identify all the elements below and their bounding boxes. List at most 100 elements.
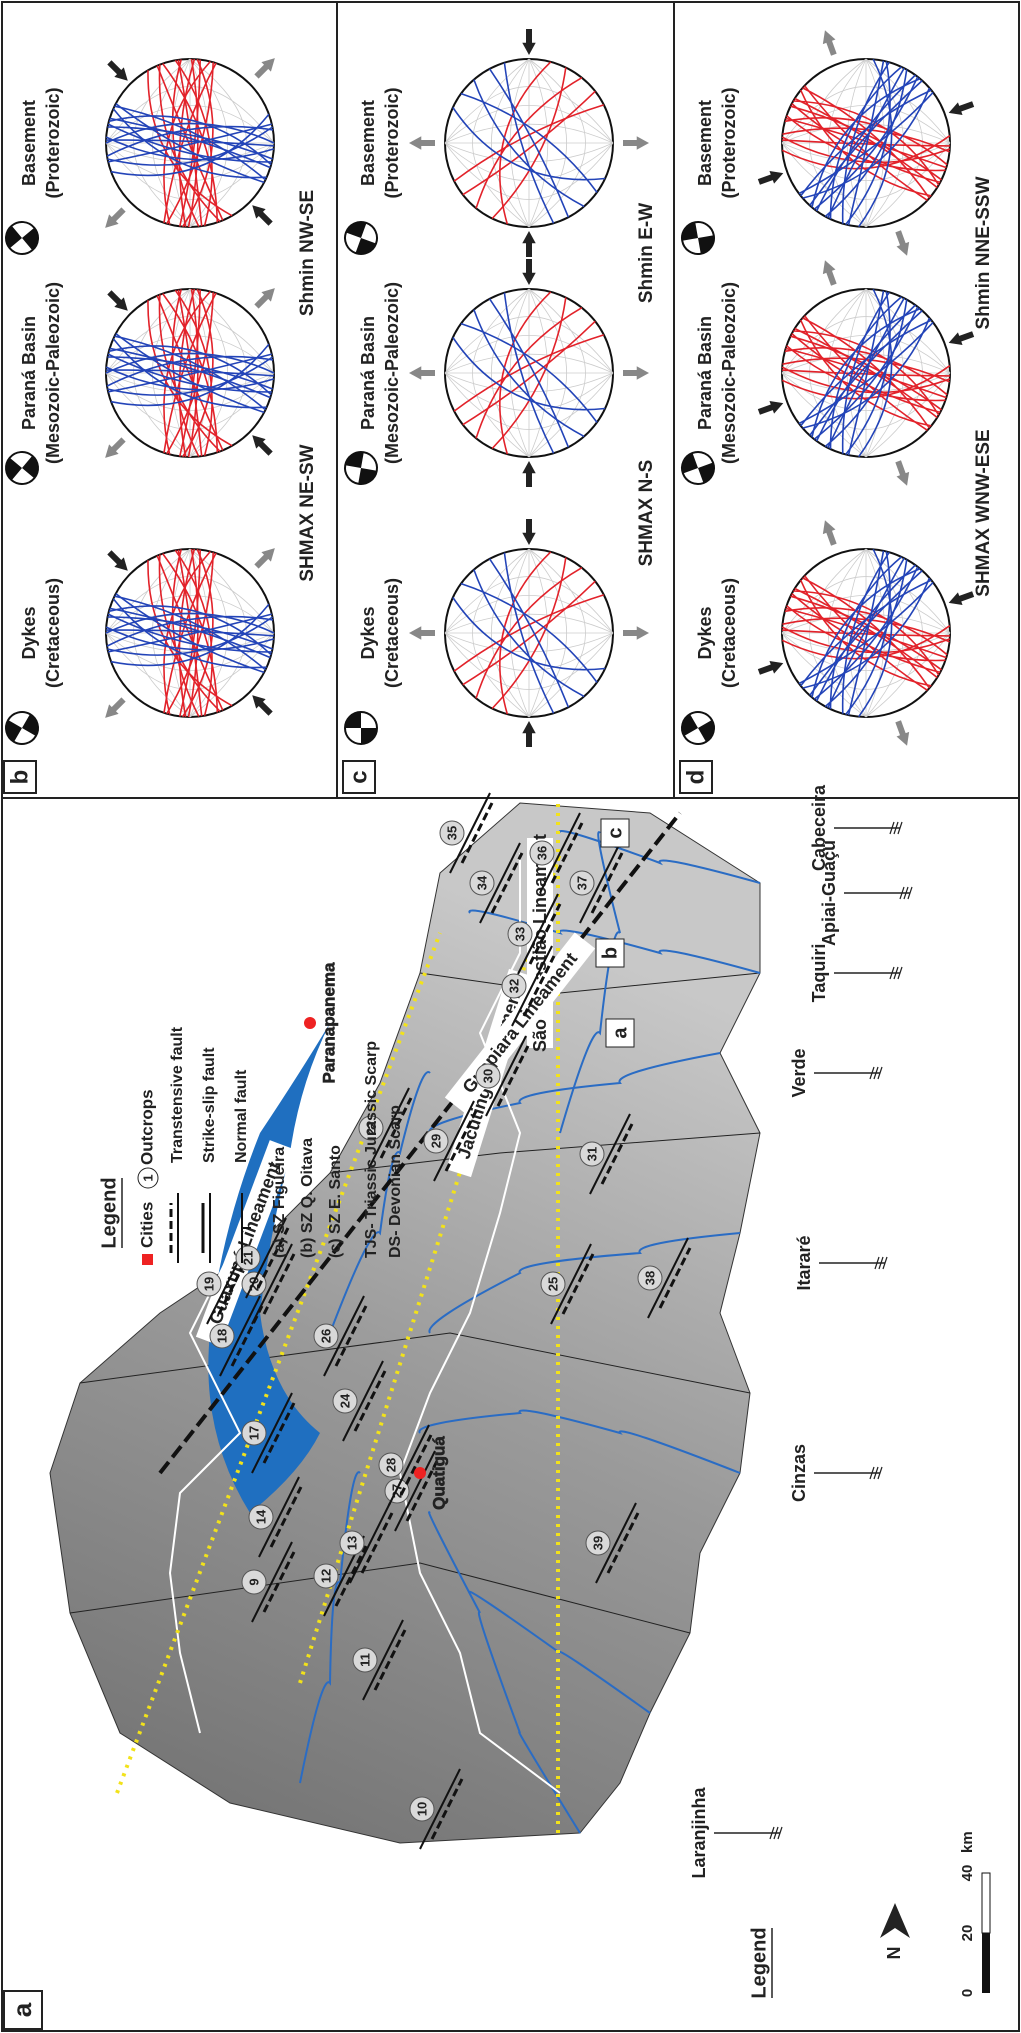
beach-ball [0, 215, 45, 260]
outcrop-number: 39 [590, 1536, 605, 1550]
outcrop-number: 19 [201, 1277, 216, 1291]
river-label: Itararé [794, 1235, 814, 1290]
river-label: Taquiri [809, 944, 829, 1003]
outcrop-number: 28 [383, 1458, 398, 1472]
legend-label: DS- Devonian Scarp [387, 1105, 404, 1258]
city-label: Paranapanema [319, 962, 338, 1083]
scale-bar [982, 1933, 990, 1993]
stress-arrowhead [522, 273, 535, 285]
shmin-label: Shmin NW-SE [297, 190, 318, 316]
outcrop-number: 17 [246, 1426, 261, 1440]
legend-title: Legend [748, 1927, 770, 1998]
outcrop-number: 11 [357, 1653, 372, 1667]
shmin-label: Shmin NNE-SSW [973, 176, 994, 329]
scale-label: 40 [959, 1865, 976, 1882]
column-header: (Cretaceous) [719, 578, 739, 688]
scale-label: 0 [959, 1989, 976, 1997]
scale-label: 20 [959, 1925, 976, 1942]
legend-title: Legend [98, 1177, 120, 1248]
shmax-label: SHMAX N-S [636, 460, 657, 567]
outcrop-number: 36 [534, 846, 549, 860]
outcrop-number: 14 [253, 1509, 268, 1524]
outcrop-number: 33 [512, 927, 527, 941]
outcrop-number: 18 [214, 1329, 229, 1343]
outcrop-number: 13 [344, 1536, 359, 1550]
beach-ball [342, 449, 379, 486]
river-label: Verde [789, 1048, 809, 1097]
outcrop-number: 12 [318, 1569, 333, 1583]
outcrop-number: 26 [318, 1329, 333, 1343]
city-marker [304, 1017, 316, 1029]
north-arrow [880, 1903, 910, 1938]
outcrop-number: 32 [506, 979, 521, 993]
figure: aGuaxupé LineamentJacutinga LineamentSão… [0, 0, 1021, 2033]
legend-label: Transtensive fault [169, 1026, 186, 1163]
outcrop-number: 9 [246, 1578, 261, 1585]
stress-arrowhead [522, 231, 535, 243]
legend-label: (a) SZ Figueira [271, 1147, 288, 1258]
legend-label: Cities [137, 1202, 156, 1248]
stress-arrowhead [522, 721, 535, 733]
stress-arrowhead [637, 136, 649, 149]
column-header: Basement [695, 100, 715, 186]
outcrop-number: 29 [428, 1134, 443, 1148]
column-header: Paraná Basin [695, 316, 715, 430]
column-header: (Mesozoic-Paleozoic) [43, 282, 63, 464]
column-header: (Proterozoic) [43, 87, 63, 198]
column-header: Dykes [358, 606, 378, 659]
shear-zone-marker: c [604, 827, 626, 838]
legend-outcrop-number: 1 [140, 1174, 155, 1181]
outcrop-number: 10 [414, 1802, 429, 1816]
column-header: (Cretaceous) [382, 578, 402, 688]
scale-unit: km [959, 1831, 976, 1853]
outcrop-number: 30 [480, 1069, 495, 1083]
column-header: Paraná Basin [358, 316, 378, 430]
stress-arrowhead [409, 136, 421, 149]
beach-ball [0, 706, 44, 750]
legend-city-symbol [142, 1254, 153, 1265]
river-label: Cabeceira [809, 784, 829, 871]
shmax-label: SHMAX WNW-ESE [973, 429, 994, 596]
panel-label: a [7, 2002, 37, 2017]
column-header: (Proterozoic) [382, 87, 402, 198]
column-header: (Cretaceous) [43, 578, 63, 688]
beach-ball [677, 447, 718, 488]
column-header: Paraná Basin [19, 316, 39, 430]
panel-label: b [6, 770, 33, 785]
column-header: (Proterozoic) [719, 87, 739, 198]
scale-bar [982, 1873, 990, 1933]
outcrop-number: 25 [545, 1277, 560, 1291]
beach-ball [0, 445, 45, 490]
legend-label: Strike-slip fault [201, 1047, 218, 1163]
shear-zone-marker: a [609, 1027, 631, 1039]
beach-ball [679, 219, 716, 256]
legend-label: Outcrops [137, 1089, 156, 1165]
outcrop-number: 34 [474, 875, 489, 890]
shmin-label: Shmin E-W [636, 203, 657, 303]
legend-label: Normal fault [233, 1069, 250, 1163]
legend-label: (b) SZ Q. Oitava [299, 1138, 316, 1258]
shmax-label: SHMAX NE-SW [297, 444, 318, 581]
stress-arrowhead [637, 626, 649, 639]
river-label: Laranjinha [689, 1787, 709, 1879]
panel-label: d [682, 770, 709, 785]
stress-arrowhead [409, 366, 421, 379]
outcrop-number: 37 [574, 876, 589, 890]
outcrop-number: 38 [642, 1271, 657, 1285]
outcrop-number: 31 [584, 1147, 599, 1161]
outcrop-number: 35 [444, 826, 459, 840]
stress-arrowhead [522, 533, 535, 545]
column-header: (Mesozoic-Paleozoic) [719, 282, 739, 464]
column-header: Dykes [695, 606, 715, 659]
legend-label: (c) SZ E. Santo [327, 1145, 344, 1258]
legend-label: TJS- Triassic Jurassic Scarp [363, 1041, 380, 1258]
stress-arrowhead [409, 626, 421, 639]
page: aGuaxupé LineamentJacutinga LineamentSão… [0, 0, 1021, 2033]
stress-arrowhead [637, 366, 649, 379]
landscape-frame: aGuaxupé LineamentJacutinga LineamentSão… [0, 2, 1019, 2031]
beach-ball [340, 217, 381, 258]
panel-label: c [345, 770, 372, 783]
outcrop-number: 24 [337, 1393, 352, 1408]
column-header: Dykes [19, 606, 39, 659]
north-label: N [884, 1947, 904, 1960]
